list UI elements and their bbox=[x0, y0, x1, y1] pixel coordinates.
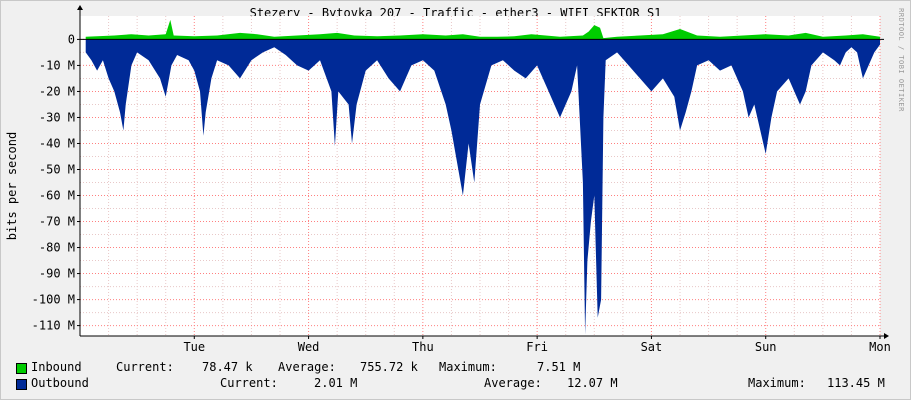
legend-row-inbound: Inbound Current: 78.47 k Average: 755.72… bbox=[14, 360, 904, 376]
inbound-average-label: Average: bbox=[278, 360, 336, 374]
outbound-swatch bbox=[16, 379, 27, 390]
x-tick-label: Fri bbox=[526, 340, 548, 354]
inbound-current-label: Current: bbox=[116, 360, 174, 374]
y-tick-label: -30 M bbox=[39, 110, 75, 124]
outbound-current-label: Current: bbox=[220, 376, 278, 390]
y-tick-label: -90 M bbox=[39, 267, 75, 281]
outbound-name: Outbound bbox=[31, 376, 89, 390]
x-tick-label: Tue bbox=[183, 340, 205, 354]
axes bbox=[77, 5, 889, 339]
y-axis-arrow bbox=[77, 5, 83, 10]
outbound-area bbox=[85, 39, 880, 335]
legend: Inbound Current: 78.47 k Average: 755.72… bbox=[14, 360, 904, 392]
x-tick-label: Thu bbox=[412, 340, 434, 354]
x-tick-label: Mon bbox=[869, 340, 891, 354]
traffic-chart: 0 -10 M -20 M -30 M -40 M -50 M -60 M -70 M -80 … bbox=[32, 5, 891, 354]
y-tick-label: -60 M bbox=[39, 189, 75, 203]
outbound-current-value: 2.01 M bbox=[314, 376, 358, 390]
x-tick-label: Wed bbox=[298, 340, 320, 354]
outbound-average-value: 12.07 M bbox=[567, 376, 618, 390]
x-axis-arrow bbox=[884, 333, 889, 339]
inbound-maximum-value: 7.51 M bbox=[537, 360, 581, 374]
y-tick-label: -110 M bbox=[32, 319, 75, 333]
y-tick-label: -40 M bbox=[39, 136, 75, 150]
y-tick-label: -80 M bbox=[39, 241, 75, 255]
outbound-average-label: Average: bbox=[484, 376, 542, 390]
y-tick-label: -10 M bbox=[39, 58, 75, 72]
outbound-maximum-label: Maximum: bbox=[748, 376, 806, 390]
legend-row-outbound: Outbound Current: 2.01 M Average: 12.07 … bbox=[14, 376, 904, 392]
y-tick-label: -20 M bbox=[39, 84, 75, 98]
x-tick-label: Sat bbox=[641, 340, 663, 354]
y-tick-label: 0 bbox=[68, 32, 75, 46]
x-tick-labels: Tue Wed Thu Fri Sat Sun Mon bbox=[183, 340, 890, 354]
inbound-name: Inbound bbox=[31, 360, 82, 374]
inbound-average-value: 755.72 k bbox=[360, 360, 418, 374]
y-tick-labels: 0 -10 M -20 M -30 M -40 M -50 M -60 M -70 M -80 … bbox=[32, 32, 75, 332]
y-tick-label: -50 M bbox=[39, 162, 75, 176]
x-tick-label: Sun bbox=[755, 340, 777, 354]
outbound-maximum-value: 113.45 M bbox=[827, 376, 885, 390]
inbound-current-value: 78.47 k bbox=[202, 360, 253, 374]
y-tick-label: -70 M bbox=[39, 215, 75, 229]
minor-grid bbox=[80, 16, 880, 336]
inbound-swatch bbox=[16, 363, 27, 374]
y-tick-label: -100 M bbox=[32, 293, 75, 307]
inbound-maximum-label: Maximum: bbox=[439, 360, 497, 374]
inbound-area bbox=[85, 19, 880, 40]
